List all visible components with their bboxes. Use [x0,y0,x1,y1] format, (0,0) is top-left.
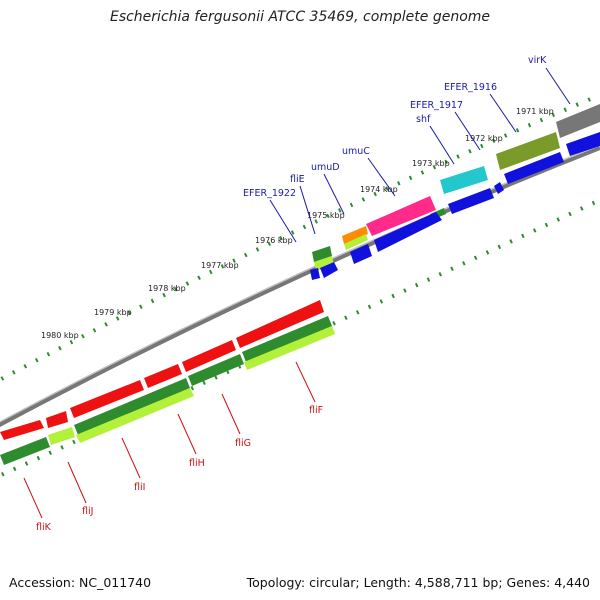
gene-cyan [440,166,488,194]
gene-lime-2 [76,388,194,443]
genome-backbone [0,146,600,427]
gene-label-fliF: fliF [309,405,323,416]
gene-green-3 [188,354,244,386]
scale-label-1973: 1973 kbp [412,159,450,168]
gene-blue-5 [448,188,494,214]
gene-red-6 [236,300,324,348]
gene-label-EFER_1916: EFER_1916 [444,82,497,93]
gene-label-shf: shf [416,114,431,125]
small-genes-fli [310,246,338,280]
forward-gene-labels: virK EFER_1916 EFER_1917 shf umuC umuD f… [243,55,547,199]
gene-grey [556,104,600,138]
gene-red-1 [0,420,44,440]
scale-label-1975: 1975 kbp [307,211,345,220]
scale-label-1974: 1974 kbp [360,185,398,194]
gene-green-fliE [312,246,332,262]
gene-blue-6 [494,182,504,194]
scale-label-1979: 1979 kbp [94,308,132,317]
gene-label-fliG: fliG [235,438,251,449]
genome-summary-text: Topology: circular; Length: 4,588,711 bp… [246,575,590,590]
gene-label-fliH: fliH [189,458,205,469]
gene-label-fliK: fliK [36,522,52,533]
forward-leader-lines [269,67,571,243]
scale-labels: 1971 kbp 1972 kbp 1973 kbp 1974 kbp 1975… [41,107,554,340]
scale-label-1972: 1972 kbp [465,134,503,143]
gene-lime-umuD [344,234,368,250]
gene-label-EFER_1922: EFER_1922 [243,188,296,199]
gene-label-fliJ: fliJ [82,506,93,517]
gene-blue-4 [374,212,442,252]
gene-blue-7 [504,152,564,184]
gene-label-umuD: umuD [311,162,340,173]
gene-olive [496,132,560,170]
reverse-gene-labels: fliF fliG fliH fliI fliJ fliK [36,405,323,533]
gene-red-3 [70,380,144,418]
gene-label-umuC: umuC [342,146,370,157]
gene-red-2 [46,411,68,428]
gene-green-1 [0,437,50,465]
gene-orange [342,226,368,244]
gene-blue-3 [350,244,372,264]
gene-label-fliE: fliE [290,174,305,185]
gene-pink [366,196,436,236]
gene-label-virK: virK [528,55,547,66]
accession-text: Accession: NC_011740 [9,575,152,590]
reverse-leader-lines [23,361,316,519]
upper-genes [342,104,600,264]
scale-label-1977: 1977 kbp [201,261,239,270]
map-title: Escherichia fergusonii ATCC 35469, compl… [109,9,491,25]
gene-label-fliI: fliI [134,482,145,493]
gene-green-2 [74,378,190,435]
scale-label-1971: 1971 kbp [516,107,554,116]
gene-lime-1 [48,427,75,445]
scale-label-1978: 1978 kbp [148,284,186,293]
gene-red-5 [182,340,236,372]
gene-blue-1 [310,268,320,280]
gene-red-4 [144,364,182,388]
gene-blue-8 [566,132,600,156]
gene-label-EFER_1917: EFER_1917 [410,100,463,111]
gene-lime-fliE [314,256,334,270]
gene-blue-2 [320,262,338,278]
gene-lime-3 [244,326,335,370]
reverse-green-genes [0,316,335,465]
scale-label-1976: 1976 kbp [255,236,293,245]
gene-green-4 [242,316,332,362]
scale-label-1980: 1980 kbp [41,331,79,340]
forward-red-genes [0,300,324,440]
